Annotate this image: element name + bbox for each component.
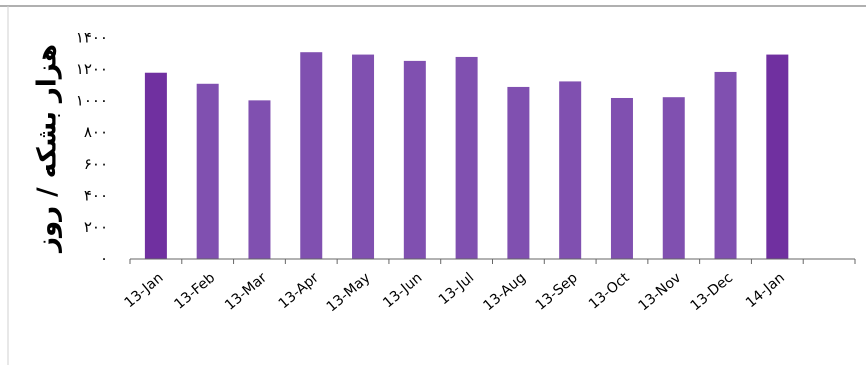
bar-13-Dec: [714, 71, 737, 259]
x-tick-label: 13-Feb: [171, 270, 218, 313]
x-tick-label: 13-Jul: [436, 270, 477, 308]
x-tick-label: 14-Jan: [743, 270, 788, 311]
y-axis-label: هزار بشکه / روز: [33, 44, 63, 254]
y-tick-label: ۰: [100, 250, 108, 268]
bar-13-Mar: [248, 100, 271, 259]
bars: [144, 52, 789, 260]
x-axis-labels: 13-Jan 13-Feb 13-Mar 13-Apr 13-May 13-Jun 13-J…: [122, 269, 788, 315]
x-tick-label: 13-Apr: [276, 270, 322, 312]
x-tick-label: 13-Aug: [480, 270, 529, 314]
x-tick-label: 13-Nov: [636, 270, 685, 315]
bar-13-Apr: [300, 52, 323, 260]
x-tick-label: 13-Oct: [586, 269, 633, 312]
y-tick-label: ۱۲۰۰: [76, 60, 108, 78]
bar-13-Jun: [403, 60, 426, 260]
x-tick-label: 13-Dec: [688, 270, 737, 314]
y-tick-label: ۱۴۰۰: [76, 29, 108, 47]
y-tick-label: ۸۰۰: [84, 123, 108, 141]
y-axis-label-group: هزار بشکه / روز: [33, 44, 63, 254]
y-tick-label: ۶۰۰: [84, 155, 108, 173]
x-tick-label: 13-Jan: [122, 270, 167, 311]
y-tick-label: ۲۰۰: [84, 218, 108, 236]
bar-13-Jul: [455, 56, 478, 259]
x-tick-label: 13-Sep: [533, 270, 581, 314]
bar-13-Nov: [662, 97, 685, 259]
x-tick-label: 13-May: [324, 270, 374, 316]
bar-14-Jan: [766, 54, 789, 260]
y-tick-label: ۱۰۰۰: [76, 92, 108, 110]
bar-13-Sep: [559, 81, 582, 260]
y-tick-label: ۴۰۰: [84, 186, 108, 204]
y-axis-ticks: ۰ ۲۰۰ ۴۰۰ ۶۰۰ ۸۰۰ ۱۰۰۰ ۱۲۰۰ ۱۴۰۰: [76, 29, 108, 268]
x-tick-label: 13-Mar: [222, 270, 270, 314]
bar-13-Aug: [507, 86, 530, 259]
x-tick-label: 13-Jun: [380, 270, 425, 312]
bar-13-May: [352, 54, 375, 260]
bar-13-Oct: [610, 97, 633, 259]
bar-13-Feb: [196, 83, 219, 260]
bar-13-Jan: [144, 72, 167, 259]
